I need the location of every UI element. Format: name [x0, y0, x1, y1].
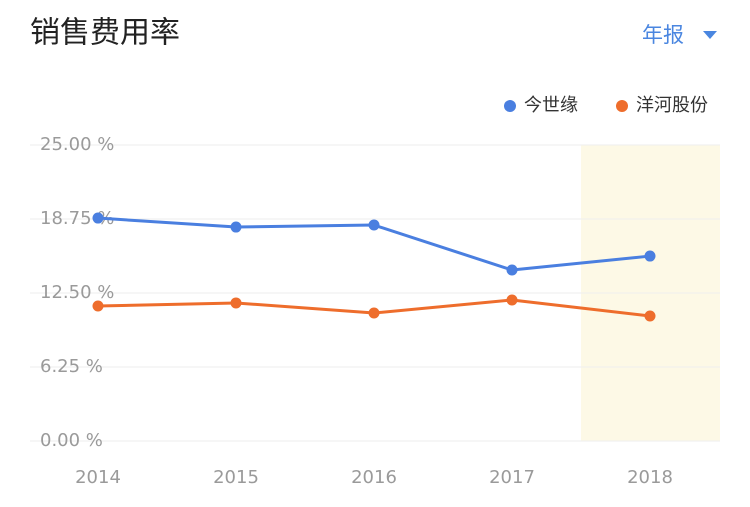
data-point	[644, 310, 656, 322]
legend-label: 洋河股份	[636, 95, 708, 116]
x-tick-label: 2014	[75, 467, 121, 488]
x-tick-label: 2016	[351, 467, 397, 488]
data-point	[644, 250, 656, 262]
x-tick-label: 2015	[213, 467, 259, 488]
data-point	[92, 300, 104, 312]
period-dropdown[interactable]: 年报	[642, 23, 717, 47]
x-tick-label: 2017	[489, 467, 535, 488]
y-tick-label: 25.00 %	[40, 134, 114, 155]
data-point	[230, 221, 242, 233]
data-point	[368, 307, 380, 319]
data-point	[506, 264, 518, 276]
data-point	[506, 294, 518, 306]
dropdown-arrow[interactable]	[703, 31, 717, 39]
y-tick-label: 6.25 %	[40, 356, 103, 377]
y-tick-label: 12.50 %	[40, 282, 114, 303]
legend-marker	[504, 100, 516, 112]
data-point	[230, 297, 242, 309]
legend-label: 今世缘	[524, 95, 578, 116]
data-point	[92, 212, 104, 224]
data-point	[368, 219, 380, 231]
chart-title: 销售费用率	[30, 16, 180, 51]
legend-marker	[616, 100, 628, 112]
y-tick-label: 0.00 %	[40, 430, 103, 451]
period-label[interactable]: 年报	[642, 23, 684, 47]
x-tick-label: 2018	[627, 467, 673, 488]
